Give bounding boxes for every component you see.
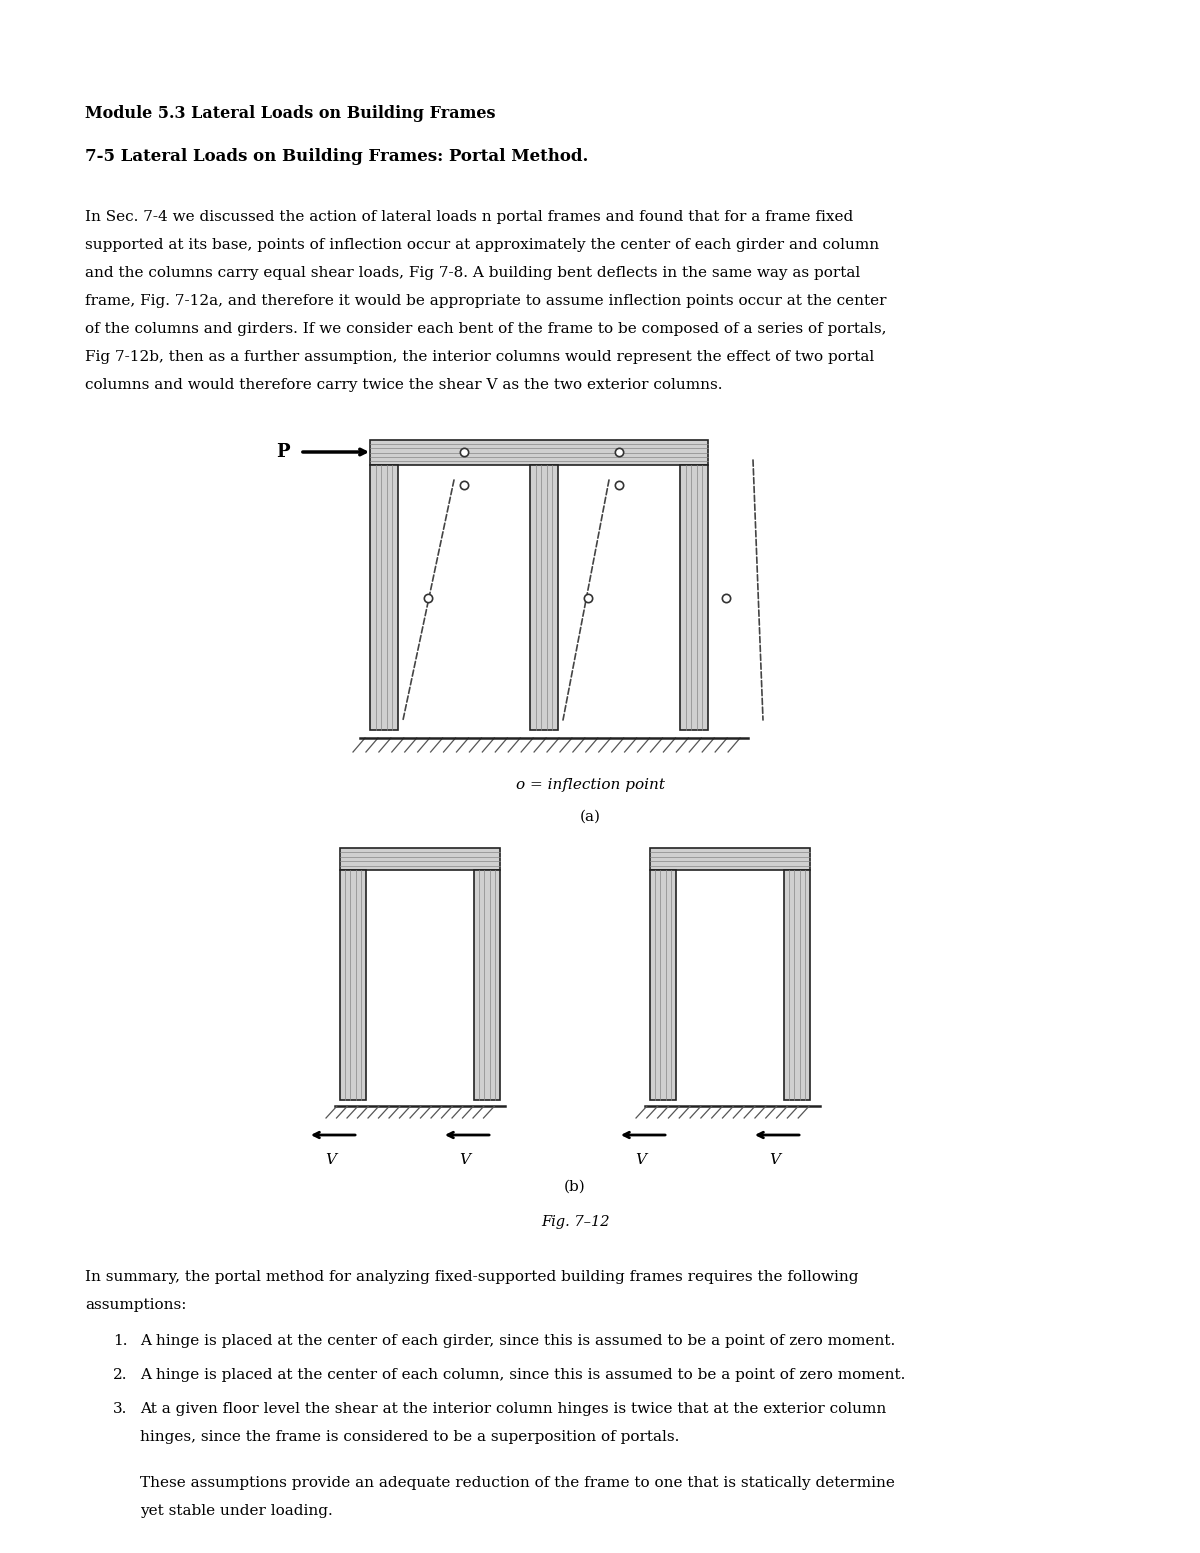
- Text: 7-5 Lateral Loads on Building Frames: Portal Method.: 7-5 Lateral Loads on Building Frames: Po…: [85, 148, 588, 165]
- Text: of the columns and girders. If we consider each bent of the frame to be composed: of the columns and girders. If we consid…: [85, 321, 887, 335]
- Text: In summary, the portal method for analyzing fixed-supported building frames requ: In summary, the portal method for analyz…: [85, 1270, 858, 1284]
- Text: hinges, since the frame is considered to be a superposition of portals.: hinges, since the frame is considered to…: [140, 1430, 679, 1444]
- Bar: [370, 439, 708, 464]
- Text: P: P: [276, 443, 290, 461]
- Bar: [680, 464, 708, 730]
- Text: 2.: 2.: [113, 1368, 127, 1382]
- Text: V: V: [636, 1152, 647, 1166]
- Bar: [340, 848, 500, 870]
- Bar: [650, 870, 676, 1100]
- Text: 1.: 1.: [113, 1334, 127, 1348]
- Bar: [370, 464, 398, 730]
- Text: supported at its base, points of inflection occur at approximately the center of: supported at its base, points of inflect…: [85, 238, 880, 252]
- Text: V: V: [325, 1152, 336, 1166]
- Text: In Sec. 7-4 we discussed the action of lateral loads n portal frames and found t: In Sec. 7-4 we discussed the action of l…: [85, 210, 853, 224]
- Text: Module 5.3 Lateral Loads on Building Frames: Module 5.3 Lateral Loads on Building Fra…: [85, 106, 496, 123]
- Text: At a given floor level the shear at the interior column hinges is twice that at : At a given floor level the shear at the …: [140, 1402, 887, 1416]
- Bar: [530, 464, 558, 730]
- Text: These assumptions provide an adequate reduction of the frame to one that is stat: These assumptions provide an adequate re…: [140, 1475, 895, 1489]
- Text: (a): (a): [580, 811, 600, 825]
- Bar: [650, 848, 810, 870]
- Bar: [340, 870, 366, 1100]
- Text: o = inflection point: o = inflection point: [516, 778, 665, 792]
- Text: Fig. 7–12: Fig. 7–12: [541, 1214, 610, 1228]
- Text: yet stable under loading.: yet stable under loading.: [140, 1503, 332, 1517]
- Text: A hinge is placed at the center of each girder, since this is assumed to be a po: A hinge is placed at the center of each …: [140, 1334, 895, 1348]
- Bar: [474, 870, 500, 1100]
- Text: V: V: [460, 1152, 470, 1166]
- Text: A hinge is placed at the center of each column, since this is assumed to be a po: A hinge is placed at the center of each …: [140, 1368, 905, 1382]
- Text: 3.: 3.: [113, 1402, 127, 1416]
- Bar: [784, 870, 810, 1100]
- Text: Fig 7-12b, then as a further assumption, the interior columns would represent th: Fig 7-12b, then as a further assumption,…: [85, 349, 875, 363]
- Text: columns and would therefore carry twice the shear V as the two exterior columns.: columns and would therefore carry twice …: [85, 377, 722, 391]
- Text: frame, Fig. 7-12a, and therefore it would be appropriate to assume inflection po: frame, Fig. 7-12a, and therefore it woul…: [85, 294, 887, 307]
- Text: (b): (b): [564, 1180, 586, 1194]
- Text: and the columns carry equal shear loads, Fig 7-8. A building bent deflects in th: and the columns carry equal shear loads,…: [85, 266, 860, 280]
- Text: V: V: [769, 1152, 780, 1166]
- Text: assumptions:: assumptions:: [85, 1298, 186, 1312]
